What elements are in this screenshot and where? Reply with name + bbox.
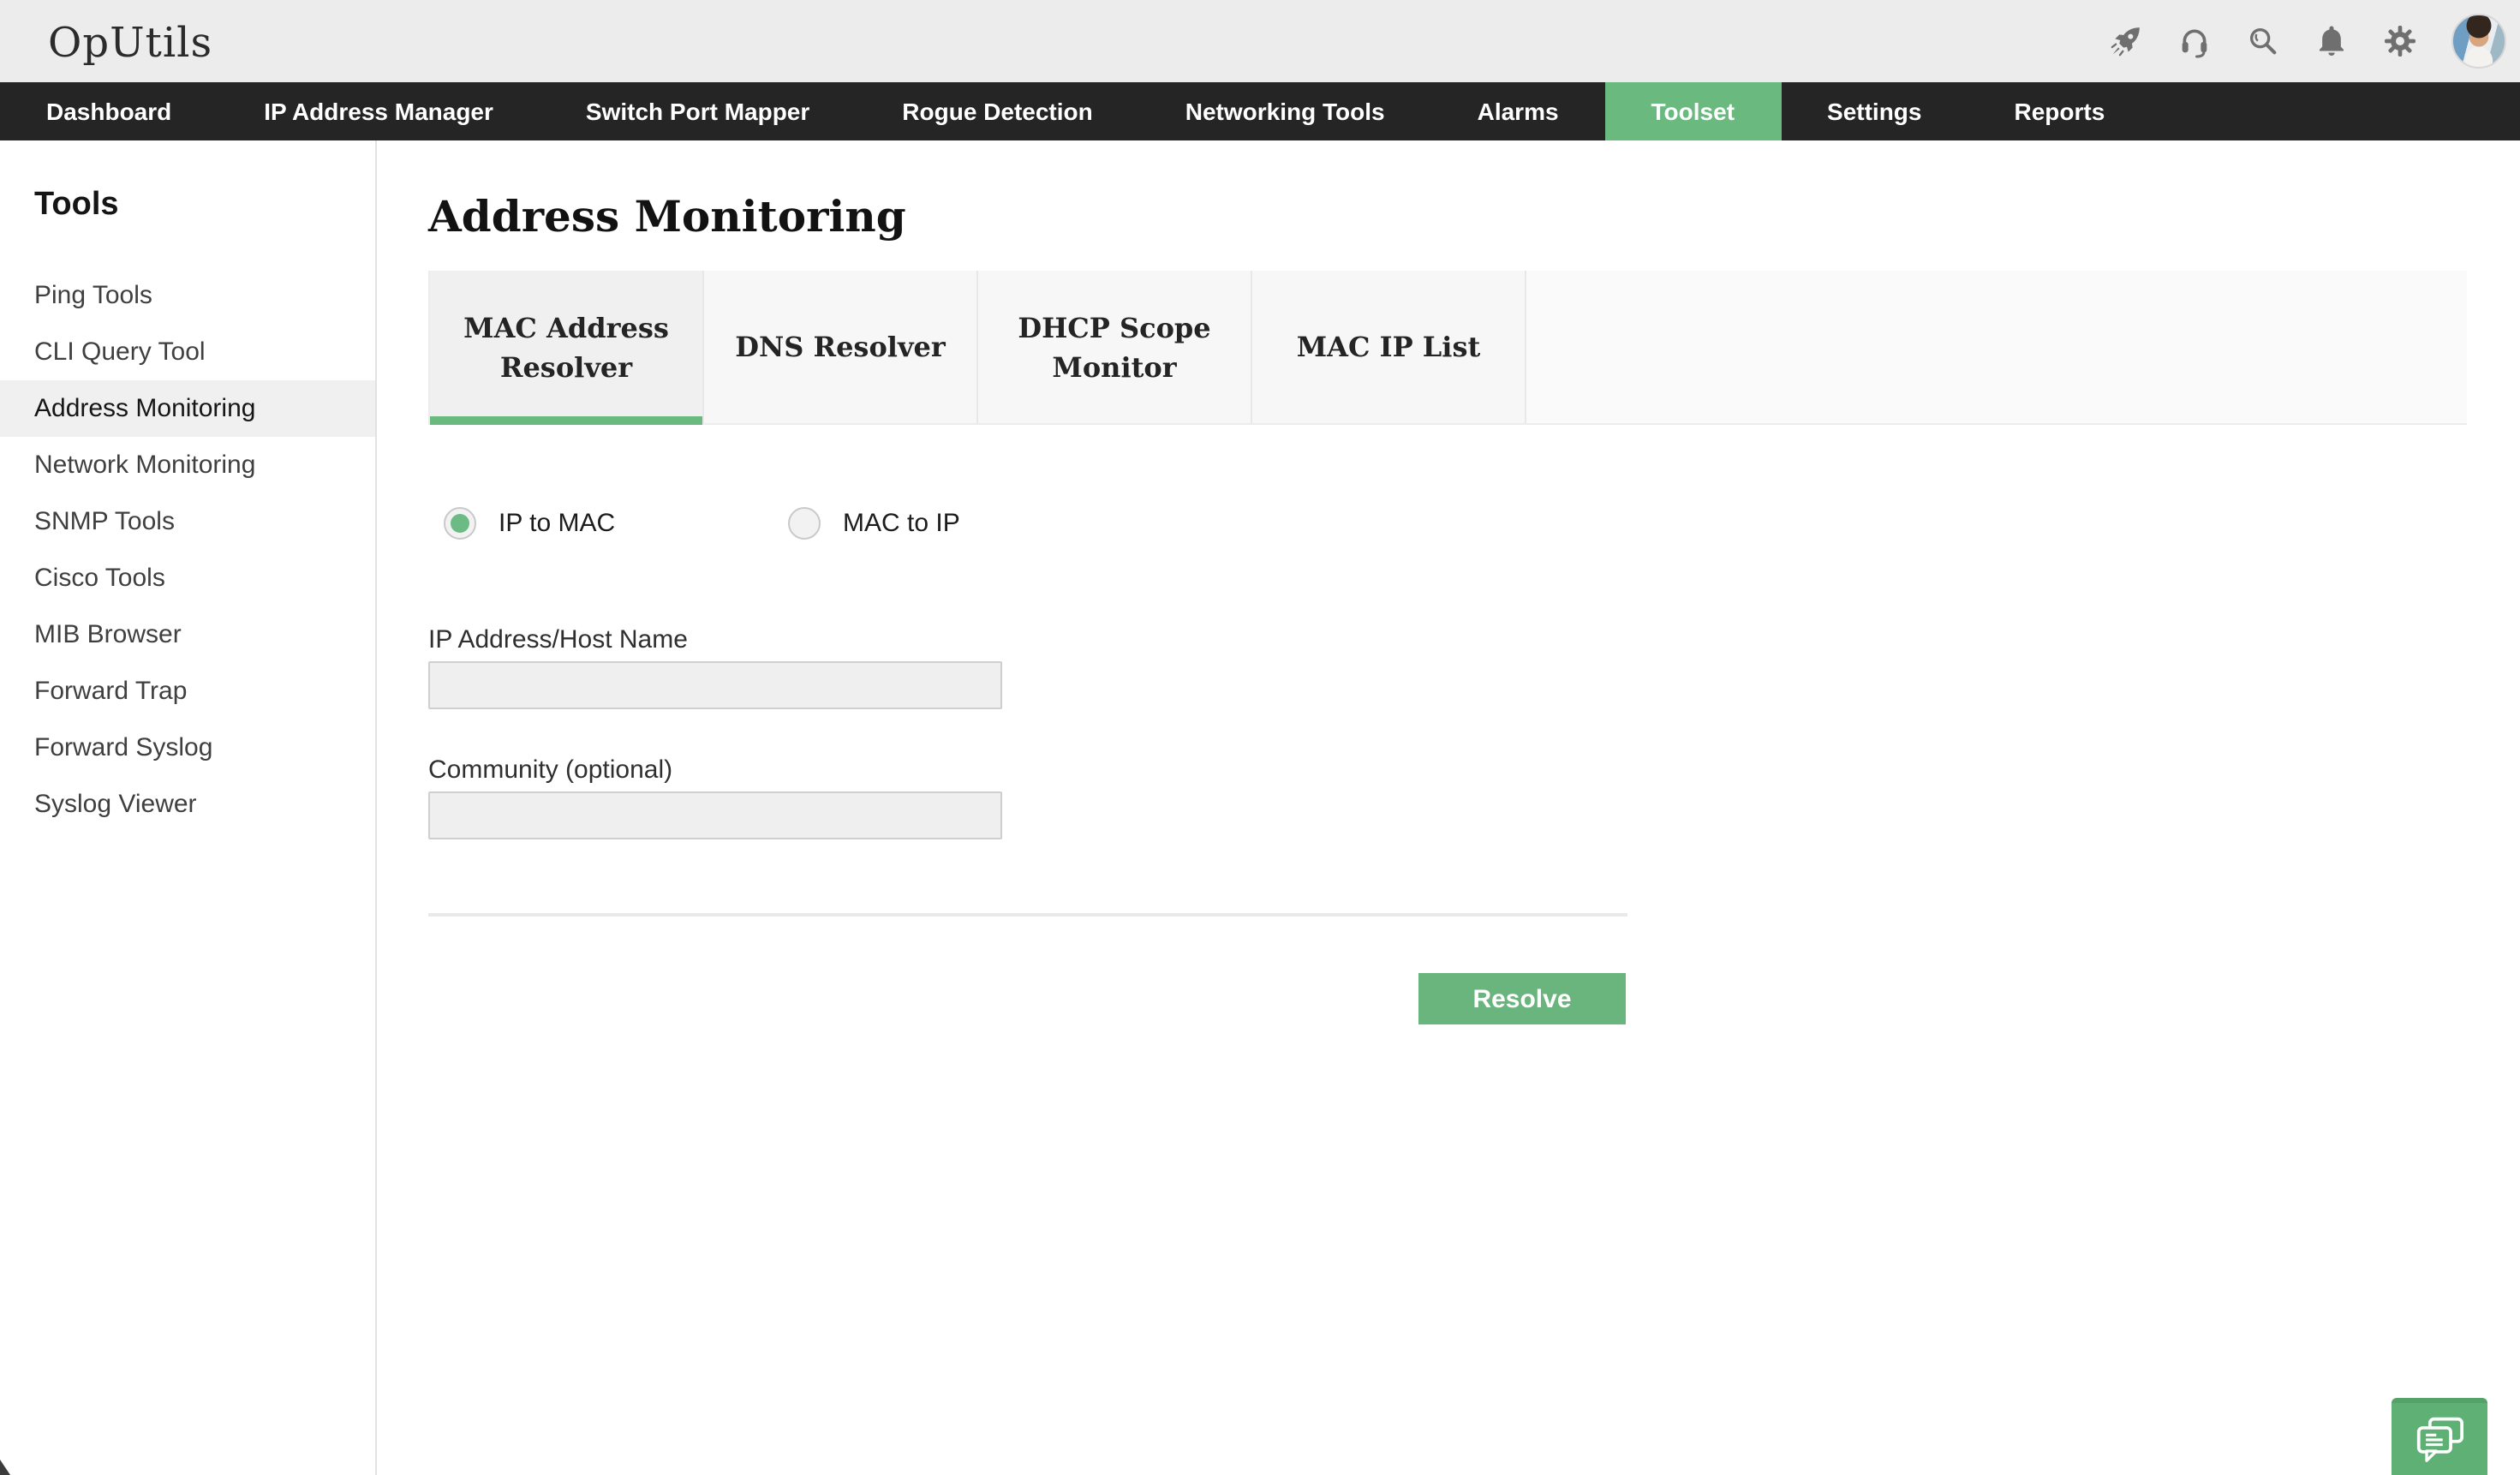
community-label: Community (optional)	[428, 755, 673, 785]
tool-tabs: MAC Address Resolver DNS Resolver DHCP S…	[428, 271, 2467, 425]
sidebar-item-forward-syslog[interactable]: Forward Syslog	[34, 733, 213, 762]
radio-ip-to-mac-label: IP to MAC	[499, 509, 616, 538]
page-title: Address Monitoring	[428, 192, 906, 242]
nav-item-toolset[interactable]: Toolset	[1604, 82, 1782, 140]
sidebar-heading: Tools	[34, 187, 119, 223]
headset-icon[interactable]	[2177, 24, 2212, 58]
ip-address-input[interactable]	[428, 661, 1002, 709]
gear-icon[interactable]	[2383, 24, 2417, 58]
live-chat-button[interactable]	[2392, 1398, 2487, 1475]
nav-item-rogue-detection[interactable]: Rogue Detection	[902, 98, 1093, 125]
sidebar-item-network-monitoring[interactable]: Network Monitoring	[34, 451, 256, 480]
main-navbar: Dashboard IP Address Manager Switch Port…	[0, 82, 2520, 140]
sidebar-item-mib-browser[interactable]: MIB Browser	[34, 620, 182, 649]
rocket-icon[interactable]	[2109, 24, 2143, 58]
app-logo: OpUtils	[48, 19, 213, 67]
header-icon-bar	[2109, 0, 2506, 82]
sidebar-item-ping-tools[interactable]: Ping Tools	[34, 281, 152, 310]
radio-unselected-icon[interactable]	[788, 507, 821, 540]
nav-item-dashboard[interactable]: Dashboard	[46, 98, 172, 125]
tools-sidebar: Tools Ping Tools CLI Query Tool Address …	[0, 140, 377, 1475]
sidebar-item-forward-trap[interactable]: Forward Trap	[34, 677, 188, 706]
nav-item-reports[interactable]: Reports	[2014, 98, 2105, 125]
nav-item-switch-port-mapper[interactable]: Switch Port Mapper	[585, 98, 810, 125]
radio-selected-icon[interactable]	[444, 507, 476, 540]
bell-icon[interactable]	[2314, 24, 2349, 58]
community-input[interactable]	[428, 791, 1002, 839]
tab-dns-resolver[interactable]: DNS Resolver	[704, 271, 978, 423]
app-header: OpUtils	[0, 0, 2520, 82]
ip-address-label: IP Address/Host Name	[428, 625, 688, 654]
sidebar-item-snmp-tools[interactable]: SNMP Tools	[34, 507, 175, 536]
nav-item-settings[interactable]: Settings	[1827, 98, 1922, 125]
resolve-button[interactable]: Resolve	[1418, 973, 1626, 1024]
user-avatar[interactable]	[2451, 14, 2506, 69]
main-content: Address Monitoring MAC Address Resolver …	[377, 140, 2520, 1475]
nav-item-alarms[interactable]: Alarms	[1477, 98, 1559, 125]
tab-dhcp-scope-monitor[interactable]: DHCP Scope Monitor	[978, 271, 1252, 423]
radio-mac-to-ip[interactable]: MAC to IP	[788, 507, 960, 540]
search-icon[interactable]	[2246, 24, 2280, 58]
sidebar-item-cisco-tools[interactable]: Cisco Tools	[34, 564, 165, 593]
tab-mac-address-resolver[interactable]: MAC Address Resolver	[430, 271, 704, 425]
form-divider	[428, 913, 1627, 917]
nav-item-networking-tools[interactable]: Networking Tools	[1185, 98, 1385, 125]
sidebar-item-address-monitoring[interactable]: Address Monitoring	[0, 380, 375, 437]
sidebar-item-syslog-viewer[interactable]: Syslog Viewer	[34, 790, 197, 819]
scrollbar-corner	[0, 1460, 10, 1475]
chat-icon	[2416, 1417, 2463, 1462]
radio-mac-to-ip-label: MAC to IP	[843, 509, 960, 538]
sidebar-list: Ping Tools CLI Query Tool Address Monito…	[0, 267, 375, 833]
radio-ip-to-mac[interactable]: IP to MAC	[444, 507, 615, 540]
tab-mac-ip-list[interactable]: MAC IP List	[1252, 271, 1526, 423]
nav-item-ip-address-manager[interactable]: IP Address Manager	[264, 98, 493, 125]
sidebar-item-cli-query-tool[interactable]: CLI Query Tool	[34, 337, 206, 367]
